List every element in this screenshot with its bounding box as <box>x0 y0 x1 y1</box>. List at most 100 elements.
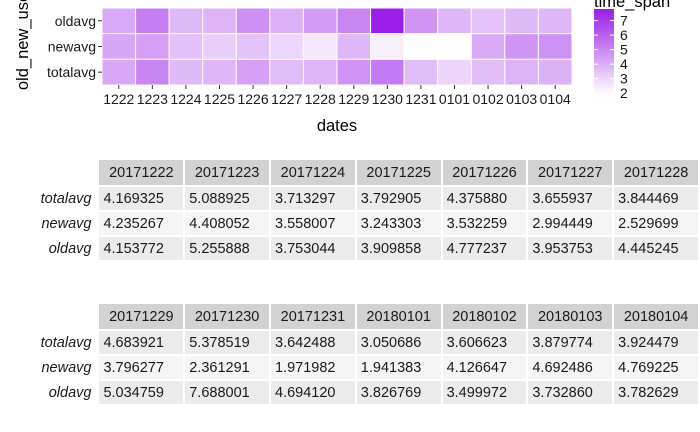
x-tick-label: 1224 <box>170 91 201 107</box>
table-cell: 3.732860 <box>528 381 613 404</box>
table-cell: 4.777237 <box>442 237 527 260</box>
heatmap-cell <box>101 58 137 86</box>
table-cell: 4.683921 <box>99 331 184 354</box>
heatmap-cell <box>168 58 204 86</box>
heatmap-cell <box>135 7 170 35</box>
heatmap-cell <box>537 33 573 60</box>
heatmap-cell <box>235 33 271 60</box>
column-header: 20180102 <box>442 304 527 329</box>
row-label: oldavg <box>48 240 92 257</box>
table-row: totalavg 4.683921 5.378519 3.642488 3.050686… <box>16 331 698 354</box>
table-corner <box>16 160 97 185</box>
legend-title: time_span <box>594 0 670 11</box>
heatmap-cell <box>269 58 304 86</box>
column-header: 20180104 <box>614 304 698 329</box>
legend-tick-label: 7 <box>620 13 628 29</box>
row-label: newavg <box>41 215 92 232</box>
table-cell: 3.753044 <box>271 237 355 260</box>
heatmap-cell <box>302 33 338 60</box>
heatmap-cell <box>202 33 237 60</box>
heatmap-cell <box>537 58 573 86</box>
table-cell: 3.532259 <box>442 212 527 235</box>
table-cell: 4.235267 <box>99 212 184 235</box>
x-tick-label: 1222 <box>103 91 134 107</box>
heatmap-cell <box>437 58 472 86</box>
table-corner <box>16 304 97 329</box>
legend-tick-label: 6 <box>620 27 628 43</box>
heatmap-cell <box>202 58 237 86</box>
y-tick-label: newavg <box>48 39 96 55</box>
heatmap-cell <box>370 7 405 35</box>
x-tick-label: 1230 <box>372 91 403 107</box>
heatmap-cell <box>537 7 573 35</box>
table-row: totalavg 4.169325 5.088925 3.713297 3.792905… <box>16 187 698 210</box>
heatmap-cell <box>235 58 271 86</box>
table-cell: 4.445245 <box>614 237 698 260</box>
table-cell: 3.826769 <box>356 381 441 404</box>
heatmap-cell <box>168 7 204 35</box>
legend-colorbar <box>594 9 614 99</box>
heatmap-cell <box>504 58 539 86</box>
table-cell: 4.694120 <box>271 381 355 404</box>
heatmap-cell <box>202 7 237 35</box>
table-cell: 1.941383 <box>356 356 441 379</box>
heatmap-cell <box>302 58 338 86</box>
table-cell: 3.924479 <box>614 331 698 354</box>
row-label: totalavg <box>40 190 92 207</box>
table-cell: 2.361291 <box>185 356 270 379</box>
column-header: 20171224 <box>271 160 355 185</box>
x-tick-label: 0102 <box>472 91 503 107</box>
x-axis-title: dates <box>317 117 357 135</box>
table-header-row: 20171229 20171230 20171231 20180101 20180102… <box>16 304 698 329</box>
data-table-1: 20171222 20171223 20171224 20171225 20171226… <box>14 158 700 262</box>
row-label: newavg <box>41 359 92 376</box>
table-cell: 3.499972 <box>442 381 527 404</box>
column-header: 20171230 <box>185 304 270 329</box>
heatmap-cell <box>470 7 506 35</box>
table-cell: 5.378519 <box>185 331 270 354</box>
column-header: 20171225 <box>356 160 441 185</box>
heatmap-cell <box>336 7 372 35</box>
table-row: oldavg 5.034759 7.688001 4.694120 3.826769 3.… <box>16 381 698 404</box>
x-tick-label: 1229 <box>338 91 369 107</box>
heatmap-cell <box>403 7 439 35</box>
table-cell: 4.692486 <box>528 356 613 379</box>
y-axis-title: old_new_use <box>14 0 32 90</box>
table-cell: 3.606623 <box>442 331 527 354</box>
x-tick-label: 0104 <box>540 91 571 107</box>
column-header: 20180103 <box>528 304 613 329</box>
heatmap-cell <box>269 33 304 60</box>
data-table-2: 20171229 20171230 20171231 20180101 20180102… <box>14 302 700 406</box>
column-header: 20171228 <box>614 160 698 185</box>
column-header: 20171231 <box>271 304 355 329</box>
x-tick-label: 1228 <box>305 91 336 107</box>
heatmap-cell <box>470 58 506 86</box>
legend-tick-label: 5 <box>620 42 628 58</box>
table-row: newavg 3.796277 2.361291 1.971982 1.941383 4.… <box>16 356 698 379</box>
table-row: oldavg 4.153772 5.255888 3.753044 3.909858 4.… <box>16 237 698 260</box>
heatmap-cell <box>302 7 338 35</box>
y-tick-label: totalavg <box>47 64 96 80</box>
legend-tick-label: 2 <box>620 85 628 101</box>
x-tick-label: 1231 <box>405 91 436 107</box>
x-tick-label: 1226 <box>237 91 268 107</box>
heatmap-cell <box>135 58 170 86</box>
table-cell: 3.655937 <box>528 187 613 210</box>
table-cell: 3.909858 <box>356 237 441 260</box>
heatmap-cell <box>336 33 372 60</box>
table-cell: 2.994449 <box>528 212 613 235</box>
table-cell: 3.792905 <box>356 187 441 210</box>
x-tick-label: 0103 <box>506 91 537 107</box>
column-header: 20171226 <box>442 160 527 185</box>
row-label: oldavg <box>48 384 92 401</box>
table-cell: 3.796277 <box>99 356 184 379</box>
table-cell: 3.642488 <box>271 331 355 354</box>
table-cell: 3.713297 <box>271 187 355 210</box>
row-label: totalavg <box>40 334 92 351</box>
heatmap-cell <box>403 58 439 86</box>
table-cell: 3.050686 <box>356 331 441 354</box>
heatmap-cell <box>168 33 204 60</box>
table-cell: 5.088925 <box>185 187 270 210</box>
table-cell: 4.169325 <box>99 187 184 210</box>
table-cell: 3.953753 <box>528 237 613 260</box>
